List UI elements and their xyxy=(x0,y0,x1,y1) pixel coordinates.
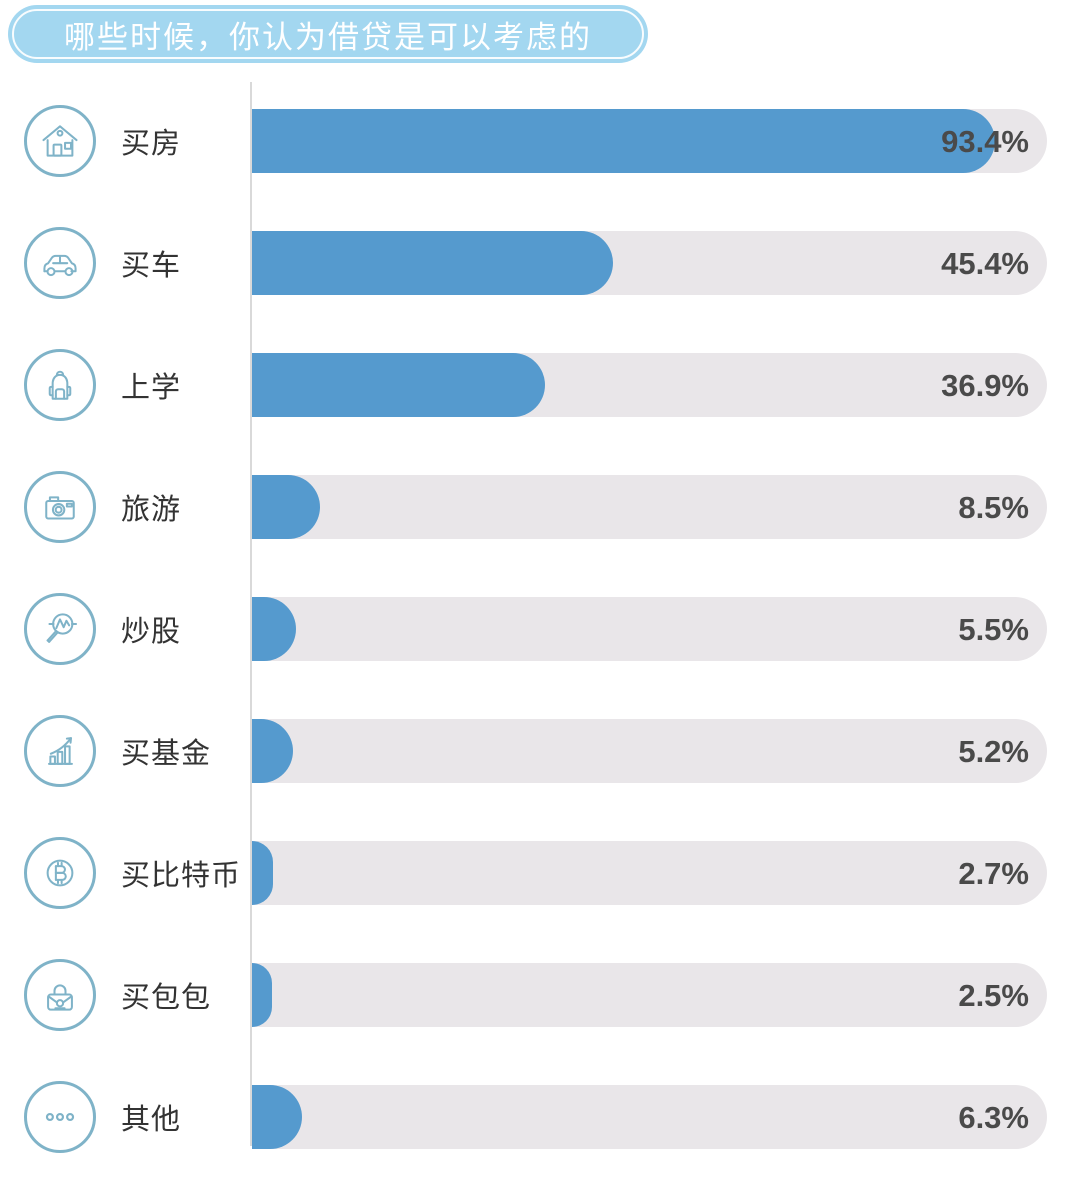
chart-row: 买车 45.4% xyxy=(0,202,1080,324)
category-label: 旅游 xyxy=(121,494,182,526)
chart-row: 上学 36.9% xyxy=(0,324,1080,446)
value-label: 2.7% xyxy=(958,856,1029,891)
bar-track: 2.5% xyxy=(252,963,1047,1027)
fund-chart-icon xyxy=(24,715,96,787)
category-label: 买房 xyxy=(121,128,182,160)
car-icon xyxy=(24,227,96,299)
value-label: 8.5% xyxy=(958,490,1029,525)
value-label: 2.5% xyxy=(958,978,1029,1013)
category-label: 买基金 xyxy=(121,738,212,770)
value-label: 5.5% xyxy=(958,612,1029,647)
bar-fill xyxy=(252,231,613,295)
bar-fill xyxy=(252,353,546,417)
bar-track: 6.3% xyxy=(252,1085,1047,1149)
bar-track: 45.4% xyxy=(252,231,1047,295)
bar-fill xyxy=(252,597,296,661)
handbag-icon xyxy=(24,959,96,1031)
backpack-icon xyxy=(24,349,96,421)
bar-fill xyxy=(252,963,272,1027)
value-label: 45.4% xyxy=(941,246,1029,281)
bitcoin-icon xyxy=(24,837,96,909)
bar-track: 8.5% xyxy=(252,475,1047,539)
chart-title-pill: 哪些时候，你认为借贷是可以考虑的 xyxy=(8,5,648,63)
chart-rows: 买房 93.4% 买车 45.4% 上学 36.9% xyxy=(0,80,1080,1178)
category-label: 其他 xyxy=(121,1104,182,1136)
category-label: 买车 xyxy=(121,250,182,282)
bar-track: 5.2% xyxy=(252,719,1047,783)
bar-fill xyxy=(252,109,995,173)
chart-row: 买包包 2.5% xyxy=(0,934,1080,1056)
chart-row: 其他 6.3% xyxy=(0,1056,1080,1178)
horizontal-bar-chart: 买房 93.4% 买车 45.4% 上学 36.9% xyxy=(0,80,1080,1178)
category-label: 买包包 xyxy=(121,982,212,1014)
bar-track: 2.7% xyxy=(252,841,1047,905)
chart-row: 旅游 8.5% xyxy=(0,446,1080,568)
ellipsis-icon xyxy=(24,1081,96,1153)
value-label: 93.4% xyxy=(941,124,1029,159)
chart-row: 买房 93.4% xyxy=(0,80,1080,202)
bar-fill xyxy=(252,1085,303,1149)
bar-track: 5.5% xyxy=(252,597,1047,661)
bar-fill xyxy=(252,475,320,539)
bar-track: 36.9% xyxy=(252,353,1047,417)
chart-title: 哪些时候，你认为借贷是可以考虑的 xyxy=(64,19,592,55)
chart-row: 买比特币 2.7% xyxy=(0,812,1080,934)
house-icon xyxy=(24,105,96,177)
stock-magnifier-icon xyxy=(24,593,96,665)
chart-row: 炒股 5.5% xyxy=(0,568,1080,690)
bar-track: 93.4% xyxy=(252,109,1047,173)
category-label: 炒股 xyxy=(121,616,182,648)
axis-line xyxy=(250,82,252,1146)
camera-icon xyxy=(24,471,96,543)
bar-fill xyxy=(252,719,294,783)
category-label: 上学 xyxy=(121,372,182,404)
value-label: 5.2% xyxy=(958,734,1029,769)
chart-row: 买基金 5.2% xyxy=(0,690,1080,812)
bar-fill xyxy=(252,841,274,905)
value-label: 6.3% xyxy=(958,1100,1029,1135)
value-label: 36.9% xyxy=(941,368,1029,403)
category-label: 买比特币 xyxy=(121,860,242,892)
